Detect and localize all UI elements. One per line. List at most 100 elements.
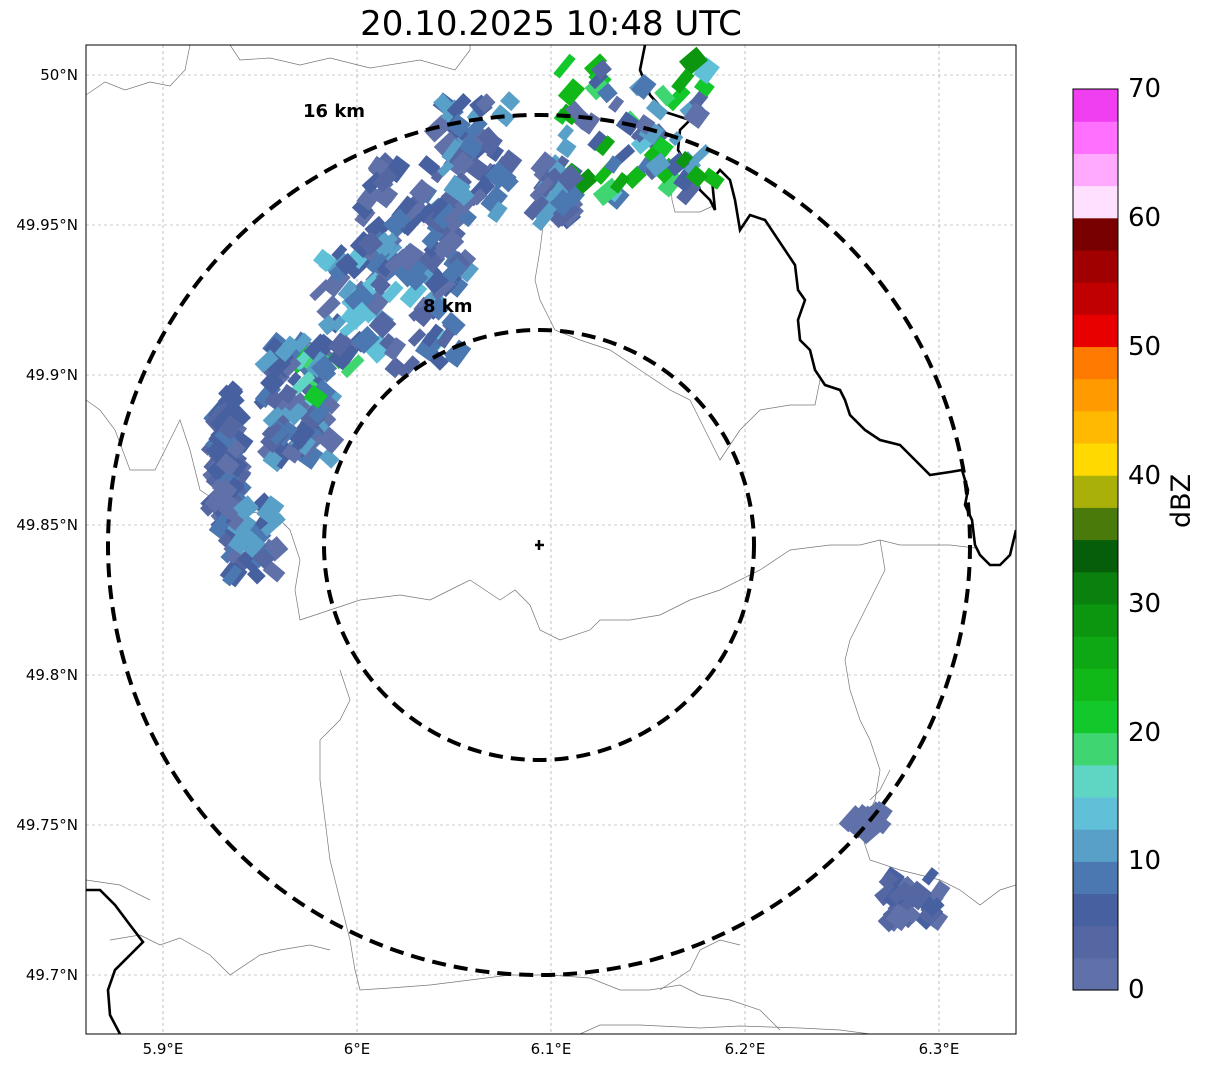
echo-pixel <box>304 447 322 465</box>
echo-pixel <box>253 548 275 570</box>
colorbar-tick-label: 10 <box>1128 846 1162 876</box>
echo-pixel <box>628 167 646 186</box>
lat-tick-label: 49.8°N <box>25 666 78 684</box>
echo-pixel <box>902 880 933 911</box>
echo-pixel <box>587 130 608 152</box>
echo-pixel <box>441 257 468 284</box>
lon-tick-label: 5.9°E <box>142 1040 184 1058</box>
colorbar-segment <box>1073 410 1118 444</box>
echo-pixel <box>608 95 625 113</box>
admin-boundaries <box>86 45 1016 1034</box>
echo-pixel <box>281 357 302 377</box>
echo-pixel <box>436 326 457 349</box>
echo-pixel <box>254 349 279 374</box>
echo-pixel <box>281 441 305 464</box>
echo-pixel <box>500 91 521 112</box>
echo-pixel <box>260 512 286 537</box>
echo-pixel <box>383 337 407 361</box>
echo-pixel <box>441 311 466 336</box>
echo-pixel <box>316 426 345 454</box>
echo-pixel <box>532 207 555 232</box>
echo-pixel <box>927 880 951 906</box>
echo-pixel <box>418 246 446 274</box>
echo-pixel <box>441 138 462 163</box>
echo-pixel <box>229 429 254 454</box>
echo-pixel <box>664 84 691 112</box>
echo-pixel <box>583 53 608 76</box>
echo-pixel <box>657 169 685 198</box>
echo-pixel <box>291 434 307 452</box>
echo-pixel <box>418 155 441 177</box>
echo-pixel <box>327 338 359 371</box>
colorbar-segment <box>1073 893 1118 927</box>
echo-pixel <box>337 279 358 301</box>
echo-pixel <box>330 315 347 332</box>
echo-pixel <box>885 903 914 932</box>
echo-pixel <box>572 168 599 195</box>
colorbar-segment <box>1073 571 1118 605</box>
colorbar-segment <box>1073 153 1118 187</box>
lon-tick-label: 6.3°E <box>918 1040 960 1058</box>
echo-pixel <box>675 150 694 169</box>
echo-pixel <box>595 135 616 157</box>
echo-pixel <box>317 314 339 336</box>
echo-pixel <box>226 510 257 541</box>
echo-pixel <box>426 296 451 321</box>
echo-pixel <box>676 178 702 206</box>
echo-pixel <box>700 167 725 190</box>
echo-pixel <box>924 897 945 918</box>
lat-tick-label: 49.75°N <box>16 816 78 834</box>
colorbar-tick-label: 30 <box>1128 589 1162 619</box>
echo-pixel <box>486 143 505 162</box>
colorbar-segment <box>1073 121 1118 154</box>
echo-pixel <box>671 68 695 94</box>
echo-pixel <box>270 425 291 446</box>
echo-pixel <box>451 151 475 174</box>
echo-pixel <box>523 194 550 221</box>
echo-pixel <box>548 182 570 204</box>
echo-pixel <box>264 389 284 410</box>
colorbar-segment <box>1073 636 1118 669</box>
lat-tick-label: 49.9°N <box>25 366 78 384</box>
lon-tick-label: 6.2°E <box>724 1040 766 1058</box>
echo-pixel <box>528 196 557 225</box>
echo-pixel <box>381 280 404 304</box>
colorbar-segment <box>1073 829 1118 862</box>
lon-tick-label: 6.1°E <box>530 1040 572 1058</box>
colorbar-segment <box>1073 764 1118 798</box>
echo-pixel <box>256 495 285 525</box>
echo-pixel <box>374 232 399 255</box>
echo-pixel <box>878 870 899 891</box>
echo-pixel <box>368 310 397 339</box>
echo-pixel <box>604 155 623 174</box>
echo-pixel <box>260 370 285 396</box>
colorbar-tick-label: 50 <box>1128 332 1162 362</box>
map-title: 20.10.2025 10:48 UTC <box>360 4 742 44</box>
echo-pixel <box>469 188 488 206</box>
echo-pixel <box>214 426 238 449</box>
echo-pixel <box>591 59 612 80</box>
echo-pixel <box>318 253 337 273</box>
radar-echoes <box>200 46 951 933</box>
echo-pixel <box>409 178 436 206</box>
echo-pixel <box>351 198 374 220</box>
colorbar-segment <box>1073 314 1118 348</box>
echo-pixel <box>228 393 245 410</box>
lat-tick-label: 49.85°N <box>16 516 78 534</box>
echo-pixel <box>921 867 939 886</box>
echo-pixel <box>335 252 359 276</box>
echo-pixel <box>262 405 285 428</box>
colorbar-tick-label: 60 <box>1128 203 1162 233</box>
echo-pixel <box>414 332 443 362</box>
colorbar-segment <box>1073 796 1118 830</box>
echo-pixel <box>849 811 875 839</box>
echo-pixel <box>403 259 429 287</box>
echo-pixel <box>274 335 301 363</box>
colorbar-frame <box>1072 88 1119 991</box>
echo-pixel <box>556 164 584 193</box>
echo-pixel <box>631 73 657 100</box>
echo-pixel <box>308 401 331 424</box>
echo-pixel <box>316 295 341 320</box>
colorbar-segment <box>1073 603 1118 637</box>
